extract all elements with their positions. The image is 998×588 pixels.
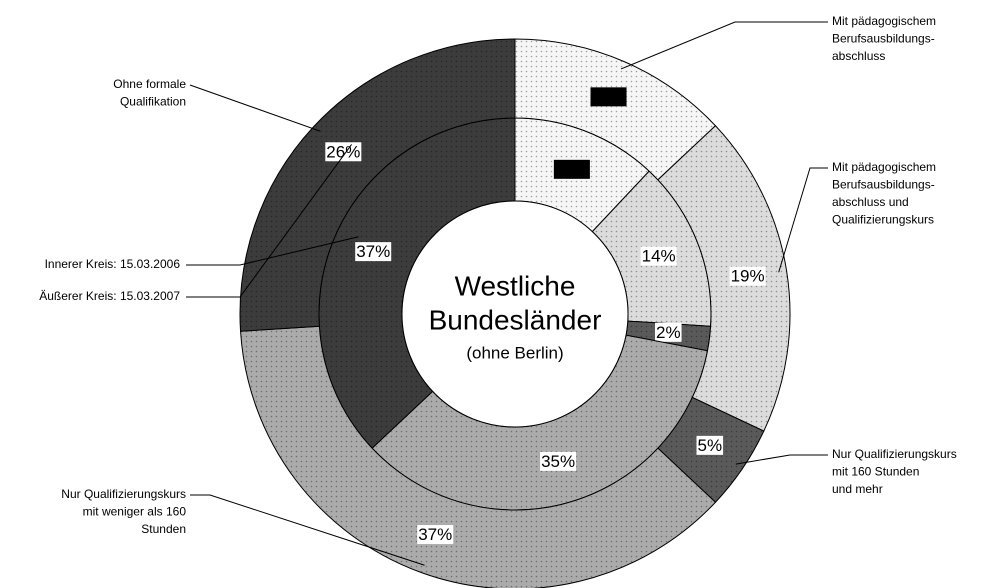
- leader-line: [620, 21, 828, 70]
- value-label-group: 5%: [696, 435, 724, 455]
- value-label-bg: [540, 451, 577, 471]
- value-label-bg: [654, 322, 682, 342]
- category-label: und mehr: [832, 482, 883, 496]
- category-label: Ohne formale: [113, 77, 186, 91]
- value-label-bg: [553, 159, 590, 179]
- category-label: Qualifikation: [120, 95, 186, 109]
- leader-line: [735, 454, 828, 465]
- value-label: 13%: [592, 87, 626, 106]
- value-label-group: 2%: [654, 322, 682, 342]
- center-text: Bundesländer: [429, 304, 602, 335]
- value-label-group: 13%: [590, 87, 627, 107]
- leader-line: [189, 84, 321, 132]
- category-label: Nur Qualifizierungskurs: [61, 487, 186, 501]
- value-label: 26%: [326, 142, 360, 161]
- slice-texture: [372, 335, 708, 510]
- slice-texture: [319, 118, 515, 449]
- center-hole: [401, 200, 629, 428]
- category-label: Stunden: [141, 522, 186, 536]
- value-label: 35%: [541, 452, 575, 471]
- value-label: 14%: [642, 247, 676, 266]
- value-label: 19%: [731, 267, 765, 286]
- center-text: (ohne Berlin): [466, 343, 563, 362]
- category-label: Qualifizierungskurs: [832, 213, 934, 227]
- value-label: 12%: [555, 160, 589, 179]
- leader-line: [186, 144, 353, 298]
- slice-texture: [240, 326, 716, 588]
- category-label: Nur Qualifizierungskurs: [832, 447, 957, 461]
- value-label: 5%: [697, 436, 722, 455]
- value-label-bg: [417, 525, 454, 545]
- category-label: mit weniger als 160: [83, 505, 187, 519]
- leader-line: [186, 236, 359, 266]
- category-label: Mit pädagogischem: [832, 14, 936, 28]
- slice-texture: [657, 125, 790, 432]
- category-label: Mit pädagogischem: [832, 160, 936, 174]
- value-label: 2%: [656, 323, 681, 342]
- value-label-bg: [590, 87, 627, 107]
- slice-texture: [239, 39, 515, 332]
- value-label: 37%: [418, 525, 452, 544]
- value-label-bg: [355, 242, 392, 262]
- category-label: abschluss: [832, 49, 885, 63]
- value-label-bg: [325, 142, 362, 162]
- value-label-group: 14%: [640, 246, 677, 266]
- series-label: Äußerer Kreis: 15.03.2007: [39, 289, 180, 303]
- slice-texture: [515, 39, 716, 180]
- value-label-bg: [640, 246, 677, 266]
- value-label-bg: [729, 266, 766, 286]
- value-label-group: 35%: [540, 451, 577, 471]
- category-label: Berufsausbildungs-: [832, 32, 935, 46]
- value-label-group: 26%: [325, 142, 362, 162]
- center-text: Westliche: [455, 270, 576, 301]
- value-label-group: 37%: [355, 242, 392, 262]
- series-label: Innerer Kreis: 15.03.2006: [45, 257, 181, 271]
- value-label-group: 12%: [553, 159, 590, 179]
- value-label: 37%: [356, 242, 390, 261]
- category-label: mit 160 Stunden: [832, 465, 919, 479]
- leader-line: [190, 494, 425, 566]
- category-label: abschluss und: [832, 195, 909, 209]
- leader-line: [778, 167, 828, 273]
- value-label-group: 37%: [417, 525, 454, 545]
- value-label-bg: [696, 435, 724, 455]
- category-label: Berufsausbildungs-: [832, 178, 935, 192]
- value-label-group: 19%: [729, 266, 766, 286]
